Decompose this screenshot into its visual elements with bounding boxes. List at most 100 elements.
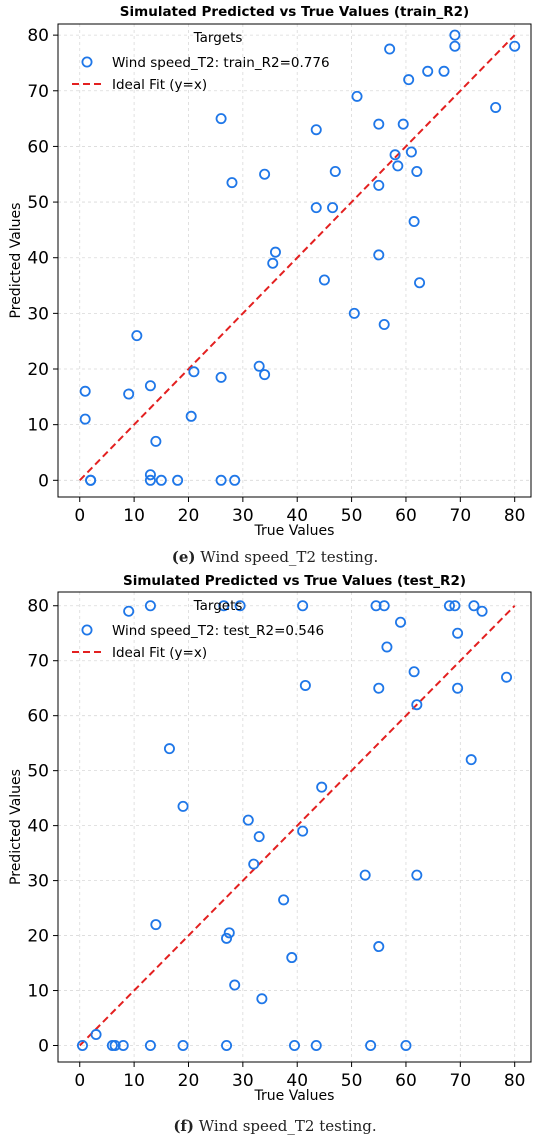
legend-title: Targets	[193, 30, 243, 46]
data-point	[490, 101, 502, 113]
data-point	[378, 600, 390, 612]
data-point	[411, 165, 423, 177]
x-tick-label: 80	[504, 1071, 526, 1091]
data-point	[150, 919, 162, 931]
x-tick-label: 70	[450, 506, 472, 526]
x-tick-label: 30	[232, 506, 254, 526]
y-tick-label: 20	[27, 927, 49, 947]
data-point	[370, 600, 382, 612]
legend-title: Targets	[193, 598, 243, 614]
data-point	[310, 1040, 322, 1052]
x-tick-label: 10	[123, 506, 145, 526]
data-point	[256, 993, 268, 1005]
data-point	[373, 179, 385, 191]
data-point	[155, 474, 167, 486]
data-point	[438, 65, 450, 77]
data-point	[318, 274, 330, 286]
data-point	[422, 65, 434, 77]
data-point	[316, 781, 328, 793]
data-point	[449, 29, 461, 41]
x-tick-label: 20	[178, 1071, 200, 1091]
plot-frame	[57, 591, 532, 1063]
data-point	[253, 360, 265, 372]
chart-title: Simulated Predicted vs True Values (trai…	[120, 4, 469, 20]
y-tick-label: 60	[27, 707, 49, 727]
plot-frame	[57, 23, 532, 498]
x-tick-label: 60	[395, 506, 417, 526]
data-point	[348, 307, 360, 319]
scatter-points	[76, 600, 513, 1052]
data-point	[310, 124, 322, 136]
x-axis-label: True Values	[254, 523, 335, 539]
data-point	[144, 469, 156, 481]
data-point	[389, 149, 401, 161]
data-point	[172, 474, 184, 486]
data-point	[215, 371, 227, 383]
data-point	[373, 249, 385, 261]
data-point	[229, 474, 241, 486]
caption-f-text: Wind speed_T2 testing.	[193, 1117, 377, 1135]
data-point	[381, 641, 393, 653]
data-point	[365, 1040, 377, 1052]
data-point	[131, 330, 143, 342]
caption-e-text: Wind speed_T2 testing.	[195, 548, 379, 566]
data-point	[449, 600, 461, 612]
x-tick-label: 30	[232, 1071, 254, 1091]
y-tick-label: 80	[27, 26, 49, 46]
scatter-chart-train: 0 10 20 30 40 50 60 70 80 0 10 20 30 40 50 60 70 80 Simula…	[8, 4, 532, 539]
data-point	[267, 257, 279, 269]
data-point	[392, 160, 404, 172]
data-point	[109, 1040, 121, 1052]
y-tick-label: 0	[38, 471, 49, 491]
chart-panel-e: 0 10 20 30 40 50 60 70 80 0 10 20 30 40 50 60 70 80 Simula…	[0, 4, 550, 566]
caption-e-label: (e)	[171, 548, 196, 566]
data-point	[259, 168, 271, 180]
y-tick-label: 30	[27, 304, 49, 324]
data-point	[310, 202, 322, 214]
data-point	[351, 90, 363, 102]
caption-e: (e) Wind speed_T2 testing.	[0, 548, 550, 566]
data-point	[476, 605, 488, 617]
data-point	[229, 979, 241, 991]
y-tick-label: 30	[27, 872, 49, 892]
legend-marker-points	[81, 624, 93, 636]
data-point	[452, 682, 464, 694]
grid	[58, 24, 531, 497]
legend: Targets Wind speed_T2: test_R2=0.546 Ideal…	[72, 598, 324, 661]
x-tick-label: 60	[395, 1071, 417, 1091]
grid	[58, 592, 531, 1062]
y-tick-label: 10	[27, 982, 49, 1002]
data-point	[259, 369, 271, 381]
y-tick-label: 10	[27, 416, 49, 436]
data-point	[234, 600, 246, 612]
ideal-fit-line	[79, 34, 516, 482]
data-point	[269, 246, 281, 258]
legend-entry-points: Wind speed_T2: train_R2=0.776	[112, 55, 330, 71]
legend-entry-line: Ideal Fit (y=x)	[112, 77, 207, 93]
y-axis-label: Predicted Values	[8, 203, 24, 319]
data-point	[297, 825, 309, 837]
data-point	[449, 40, 461, 52]
data-point	[403, 74, 415, 86]
data-point	[221, 932, 233, 944]
data-point	[411, 869, 423, 881]
x-tick-label: 40	[286, 1071, 308, 1091]
data-point	[443, 600, 455, 612]
data-point	[79, 413, 91, 425]
x-tick-label: 50	[341, 506, 363, 526]
data-point	[177, 1040, 189, 1052]
data-point	[501, 671, 513, 683]
y-tick-label: 0	[38, 1037, 49, 1057]
caption-f-label: (f)	[173, 1117, 194, 1135]
data-point	[408, 666, 420, 678]
y-tick-label: 60	[27, 137, 49, 157]
data-point	[297, 600, 309, 612]
data-point	[242, 814, 254, 826]
x-tick-label: 0	[74, 506, 85, 526]
data-point	[90, 1029, 102, 1041]
data-point	[215, 474, 227, 486]
legend-entry-points: Wind speed_T2: test_R2=0.546	[112, 623, 324, 639]
y-tick-label: 70	[27, 652, 49, 672]
data-point	[188, 366, 200, 378]
scatter-chart-test: 0 10 20 30 40 50 60 70 80 0 10 20 30 40 50 60 70 80 Simula…	[8, 574, 532, 1104]
